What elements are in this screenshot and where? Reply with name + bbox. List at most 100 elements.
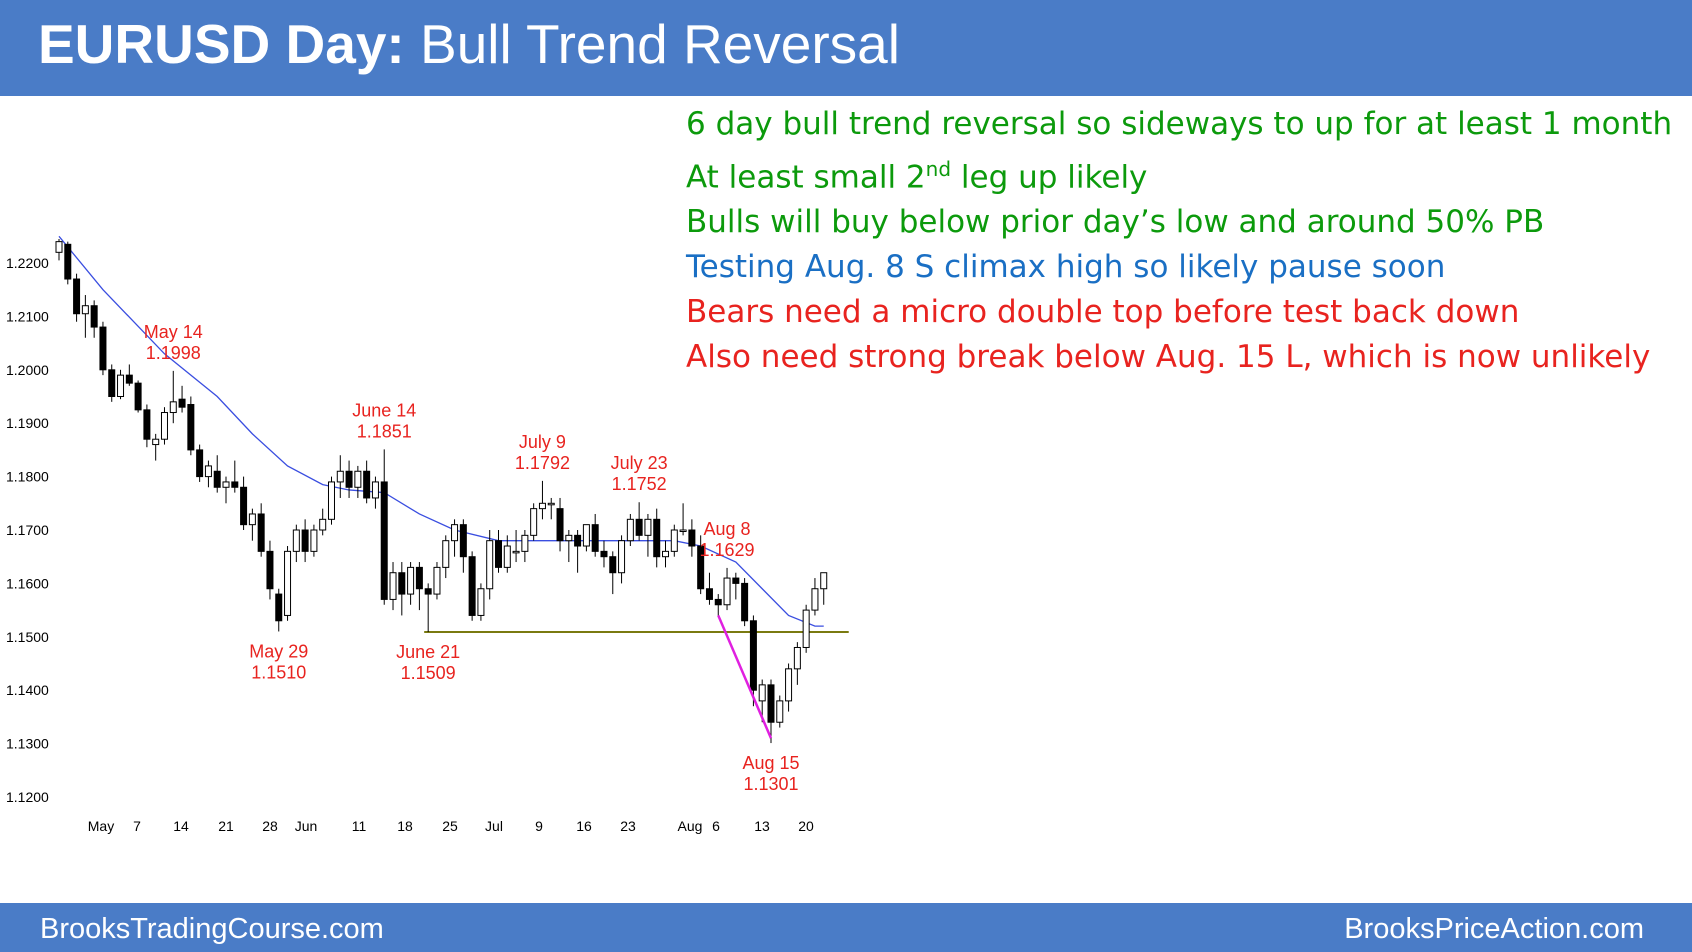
bull-candle bbox=[565, 534, 573, 542]
note-4-text: Testing Aug. 8 S climax high so likely p… bbox=[686, 249, 1446, 286]
y-tick-label: 1.1300 bbox=[6, 736, 49, 752]
x-tick-label: 11 bbox=[352, 818, 367, 834]
note-line-5: Bears need a micro double top before tes… bbox=[686, 290, 1672, 335]
bull-candle bbox=[389, 572, 397, 600]
note-line-6: Also need strong break below Aug. 15 L, … bbox=[686, 335, 1672, 380]
y-tick-label: 1.2100 bbox=[6, 308, 49, 324]
bear-candle bbox=[90, 305, 98, 328]
note-2-superscript: nd bbox=[925, 157, 952, 181]
bear-candle bbox=[424, 588, 432, 595]
bear-candle bbox=[231, 481, 239, 488]
x-tick-label: Aug bbox=[678, 818, 703, 834]
chart-title: EURUSD Day: Bull Trend Reversal bbox=[38, 12, 900, 76]
x-tick-label: Jul bbox=[485, 818, 503, 834]
bull-candle bbox=[310, 529, 318, 552]
note-2-text-after: leg up likely bbox=[951, 159, 1148, 196]
bull-candle bbox=[811, 588, 819, 611]
x-tick-label: 21 bbox=[218, 818, 234, 834]
bear-candle bbox=[415, 566, 423, 590]
bull-candle bbox=[160, 412, 168, 440]
y-tick-label: 1.1500 bbox=[6, 629, 49, 645]
bear-candle bbox=[266, 550, 274, 590]
bear-candle bbox=[635, 518, 643, 536]
x-tick-label: 25 bbox=[442, 818, 458, 834]
bull-candle bbox=[802, 609, 810, 648]
bear-candle bbox=[653, 518, 661, 558]
note-line-3: Bulls will buy below prior day’s low and… bbox=[686, 200, 1672, 245]
annotation-price: 1.1851 bbox=[357, 421, 412, 441]
bull-candle bbox=[204, 465, 212, 478]
title-bar: EURUSD Day: Bull Trend Reversal bbox=[0, 0, 1692, 96]
bear-candle bbox=[688, 529, 696, 547]
bull-candle bbox=[248, 513, 256, 526]
bear-candle bbox=[134, 382, 142, 411]
bull-candle bbox=[327, 481, 335, 520]
bull-candle bbox=[758, 684, 766, 702]
annotation-date: Aug 15 bbox=[742, 753, 799, 773]
y-tick-label: 1.1600 bbox=[6, 575, 49, 591]
x-tick-label: 9 bbox=[535, 818, 543, 834]
bear-candle bbox=[240, 486, 248, 526]
bull-candle bbox=[292, 529, 300, 552]
bull-candle bbox=[503, 545, 511, 568]
bull-candle bbox=[371, 481, 379, 499]
bear-candle bbox=[363, 470, 371, 499]
x-tick-label: 23 bbox=[620, 818, 636, 834]
bull-candle bbox=[152, 438, 160, 446]
x-tick-label: 18 bbox=[397, 818, 413, 834]
y-tick-label: 1.1700 bbox=[6, 522, 49, 538]
footer-left-site: BrooksTradingCourse.com bbox=[40, 913, 384, 945]
bull-candle bbox=[222, 481, 230, 488]
annotation-date: June 14 bbox=[352, 400, 416, 420]
bull-candle bbox=[530, 508, 538, 536]
bear-candle bbox=[609, 556, 617, 574]
bull-candle bbox=[538, 502, 546, 510]
bear-candle bbox=[732, 577, 740, 584]
bull-candle bbox=[477, 588, 485, 616]
bull-candle bbox=[820, 572, 828, 590]
x-tick-label: Jun bbox=[295, 818, 318, 834]
bear-candle bbox=[574, 534, 582, 547]
bear-candle bbox=[275, 593, 283, 622]
bull-candle bbox=[521, 534, 529, 552]
note-line-4: Testing Aug. 8 S climax high so likely p… bbox=[686, 245, 1672, 290]
bull-candle bbox=[626, 518, 634, 542]
bear-candle bbox=[705, 588, 713, 600]
bull-candle bbox=[547, 502, 555, 506]
annotation-price: 1.1629 bbox=[700, 540, 755, 560]
bull-candle bbox=[55, 241, 63, 253]
bear-candle bbox=[697, 545, 705, 590]
bear-candle bbox=[213, 470, 221, 488]
bear-candle bbox=[741, 582, 749, 622]
bear-candle bbox=[143, 409, 151, 440]
bear-candle bbox=[591, 524, 599, 552]
bull-candle bbox=[442, 540, 450, 568]
candlestick-chart: 1.1200 1.1300 1.1400 1.1500 1.1600 1.1700 1.18… bbox=[6, 235, 849, 834]
bear-candle bbox=[600, 550, 608, 558]
bull-candle bbox=[679, 529, 687, 532]
title-instrument: EURUSD Day: bbox=[38, 13, 405, 75]
bear-candle bbox=[196, 449, 204, 478]
note-5-text: Bears need a micro double top before tes… bbox=[686, 294, 1520, 331]
x-tick-label: 20 bbox=[798, 818, 814, 834]
y-tick-label: 1.2200 bbox=[6, 255, 49, 271]
bull-candle bbox=[776, 700, 784, 723]
x-tick-label: May bbox=[88, 818, 114, 834]
bear-candle bbox=[125, 374, 133, 384]
note-line-1: 6 day bull trend reversal so sideways to… bbox=[686, 102, 1672, 147]
y-tick-label: 1.1200 bbox=[6, 789, 49, 805]
annotation-date: May 14 bbox=[144, 322, 203, 342]
moving-average-line bbox=[58, 235, 824, 627]
bear-candle bbox=[99, 326, 107, 371]
note-2-text-before: At least small 2 bbox=[686, 159, 926, 196]
annotation-price: 1.1509 bbox=[401, 663, 456, 683]
footer-right-site: BrooksPriceAction.com bbox=[1344, 913, 1644, 945]
bull-candle bbox=[433, 566, 441, 595]
annotation-price: 1.1301 bbox=[743, 774, 798, 794]
annotation-price: 1.1792 bbox=[515, 453, 570, 473]
bull-candle bbox=[644, 518, 652, 536]
note-3-text: Bulls will buy below prior day’s low and… bbox=[686, 204, 1545, 241]
x-tick-label: 13 bbox=[754, 818, 770, 834]
bull-candle bbox=[169, 401, 177, 414]
bear-candle bbox=[714, 598, 722, 606]
